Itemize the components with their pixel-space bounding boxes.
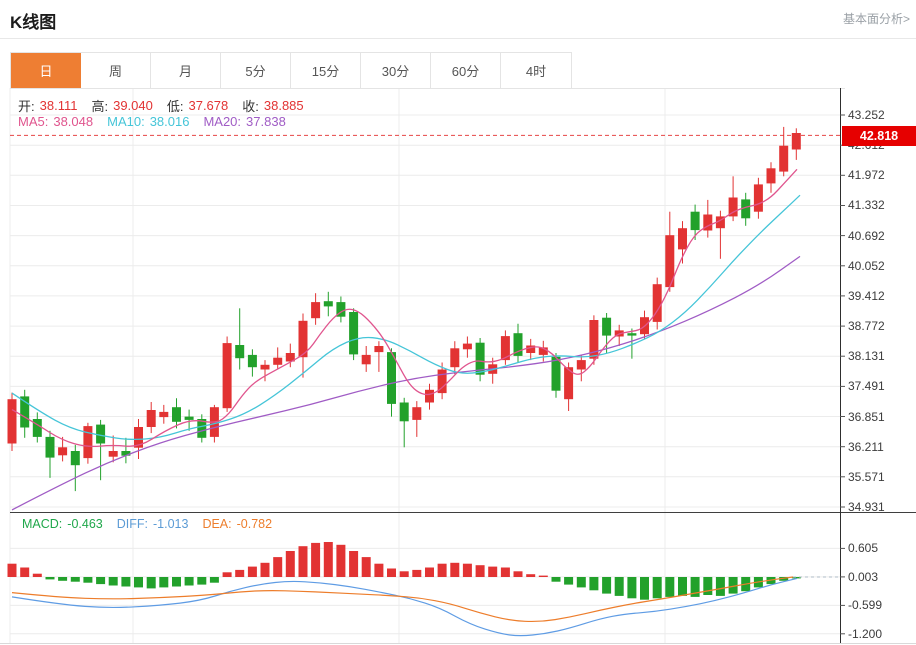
price-axis-label: 35.571 — [848, 469, 885, 484]
price-axis-label: 39.412 — [848, 288, 885, 303]
macd-axis-label: 0.605 — [848, 541, 879, 556]
price-axis-label: 43.252 — [848, 108, 885, 122]
grid-layer — [9, 88, 840, 643]
tab-30分[interactable]: 30分 — [361, 53, 431, 88]
macd-value: -1.013 — [152, 517, 189, 531]
macd-value: -0.782 — [236, 517, 273, 531]
macd-axis-label: -0.599 — [848, 598, 883, 613]
price-axis-label: 38.772 — [848, 319, 885, 334]
price-axis-label: 34.931 — [848, 500, 885, 514]
ma-label: MA10: — [107, 114, 145, 129]
macd-lines-layer — [11, 576, 840, 637]
ma-lines-layer — [11, 168, 801, 511]
macd-axis-label: 0.003 — [848, 569, 879, 584]
ohlc-label: 高: — [91, 99, 109, 114]
ohlc-value: 39.040 — [113, 98, 153, 113]
macd-axis-label: -1.200 — [848, 626, 883, 641]
tab-周[interactable]: 周 — [81, 53, 151, 88]
page-title: K线图 — [10, 13, 57, 32]
ma-readout: MA5: 38.048 MA10: 38.016 MA20: 37.838 — [18, 114, 300, 129]
ohlc-label: 开: — [18, 99, 35, 114]
ma-value: 38.016 — [149, 114, 190, 129]
price-axis-label: 36.851 — [848, 409, 885, 424]
price-axis-label: 41.972 — [848, 168, 885, 183]
tab-5分[interactable]: 5分 — [221, 53, 291, 88]
header-divider — [0, 38, 916, 39]
candles-layer — [7, 126, 801, 492]
ohlc-readout: 开: 38.111 高: 39.040 低: 37.678 收: 38.885 — [18, 96, 318, 115]
tab-日[interactable]: 日 — [11, 53, 81, 88]
ma-label: MA5: — [18, 114, 49, 129]
tab-60分[interactable]: 60分 — [431, 53, 501, 88]
frame-layer — [0, 88, 916, 644]
price-axis-label: 36.211 — [848, 439, 884, 454]
price-axis-label: 37.491 — [848, 379, 885, 394]
fundamental-analysis-link[interactable]: 基本面分析> — [842, 12, 910, 26]
ma-value: 37.838 — [246, 114, 286, 129]
ohlc-value: 38.885 — [263, 98, 304, 113]
macd-value: -0.463 — [67, 517, 103, 531]
ohlc-value: 37.678 — [188, 98, 229, 113]
price-axis-label: 40.052 — [848, 258, 885, 273]
current-price-tag: 42.818 — [842, 126, 916, 146]
interval-tabbar: 日周月 5分 15分 30分 60分 4时 — [10, 52, 572, 89]
macd-label: MACD: — [22, 517, 63, 531]
ma-value: 38.048 — [53, 114, 94, 129]
macd-label: DIFF: — [116, 517, 148, 531]
macd-readout: MACD: -0.463 DIFF: -1.013 DEA: -0.782 — [22, 517, 286, 531]
price-axis-label: 41.332 — [848, 198, 885, 213]
price-axis-label: 40.692 — [848, 228, 885, 243]
ma-label: MA20: — [203, 114, 242, 129]
macd-label: DEA: — [202, 517, 232, 531]
tab-15分[interactable]: 15分 — [291, 53, 361, 88]
ohlc-label: 收: — [242, 99, 259, 114]
ohlc-value: 38.111 — [39, 98, 78, 113]
tab-4时[interactable]: 4时 — [501, 53, 571, 88]
macd-histogram-layer — [7, 542, 801, 600]
ohlc-label: 低: — [166, 99, 184, 114]
price-axis-label: 38.131 — [848, 349, 885, 364]
tab-月[interactable]: 月 — [151, 53, 221, 88]
